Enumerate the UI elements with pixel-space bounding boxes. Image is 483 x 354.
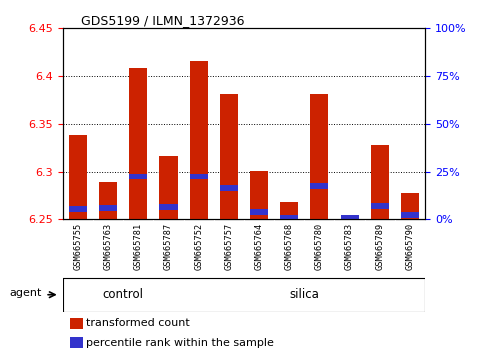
Text: GSM665790: GSM665790	[405, 222, 414, 270]
Text: GSM665781: GSM665781	[134, 222, 143, 270]
Bar	[99, 182, 117, 219]
Text: GSM665783: GSM665783	[345, 222, 354, 270]
Text: transformed count: transformed count	[86, 318, 190, 329]
Bar	[189, 61, 208, 219]
Text: GSM665787: GSM665787	[164, 222, 173, 270]
Text: GSM665757: GSM665757	[224, 222, 233, 270]
Bar	[250, 209, 268, 215]
Bar	[70, 337, 83, 348]
Bar	[99, 205, 117, 211]
Bar	[341, 215, 358, 221]
Bar	[280, 215, 298, 221]
Bar	[220, 185, 238, 191]
Bar	[69, 206, 87, 212]
Text: percentile rank within the sample: percentile rank within the sample	[86, 337, 274, 348]
Bar	[189, 173, 208, 179]
Text: agent: agent	[10, 288, 42, 298]
Text: control: control	[103, 288, 143, 301]
Bar	[159, 156, 178, 219]
Bar	[69, 135, 87, 219]
Bar	[70, 318, 83, 329]
Text: GSM665752: GSM665752	[194, 222, 203, 270]
Text: GSM665768: GSM665768	[284, 222, 294, 270]
Text: GSM665780: GSM665780	[315, 222, 324, 270]
Bar	[341, 215, 358, 219]
Bar	[129, 68, 147, 219]
Bar	[401, 193, 419, 219]
Bar	[250, 171, 268, 219]
Bar	[371, 145, 389, 219]
Text: silica: silica	[289, 288, 319, 301]
Text: GDS5199 / ILMN_1372936: GDS5199 / ILMN_1372936	[81, 14, 244, 27]
Bar	[311, 94, 328, 219]
Text: GSM665755: GSM665755	[73, 222, 83, 270]
Bar	[159, 204, 178, 210]
Bar	[401, 212, 419, 218]
Bar	[311, 183, 328, 189]
Text: GSM665789: GSM665789	[375, 222, 384, 270]
Bar	[129, 173, 147, 179]
Bar	[280, 202, 298, 219]
Bar	[371, 203, 389, 209]
Bar	[220, 94, 238, 219]
Text: GSM665764: GSM665764	[255, 222, 264, 270]
Text: GSM665763: GSM665763	[103, 222, 113, 270]
